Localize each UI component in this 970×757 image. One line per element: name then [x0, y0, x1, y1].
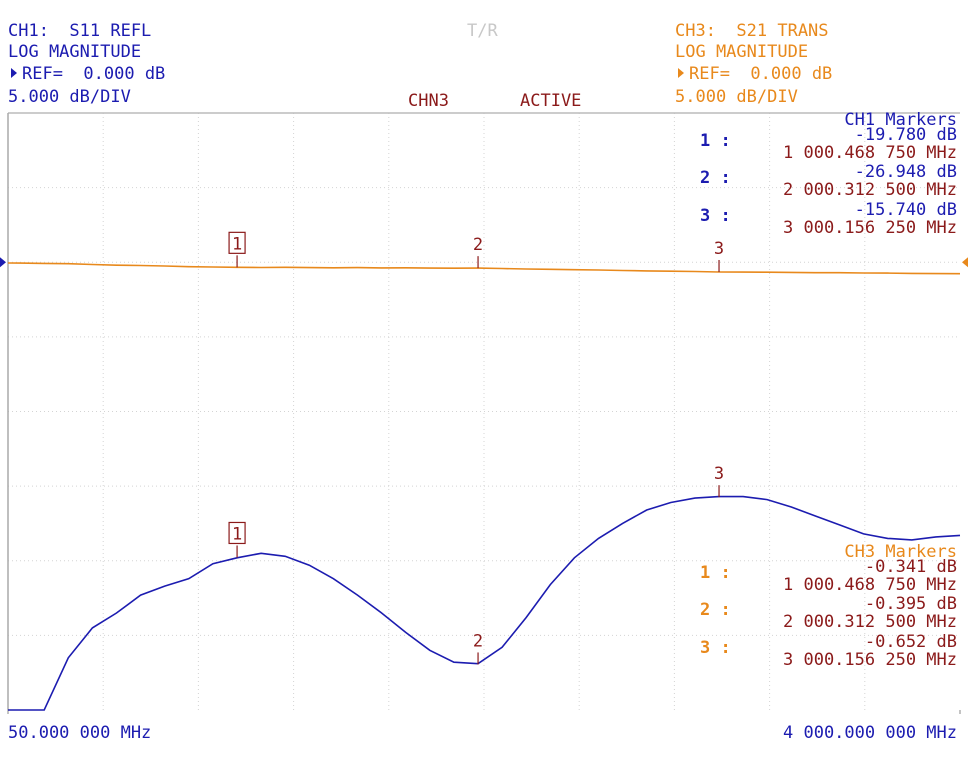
x-start-label: 50.000 000 MHz: [8, 723, 151, 743]
channel-scale: 5.000 dB/DIV: [8, 87, 131, 107]
marker-freq: 3 000.156 250 MHz: [783, 650, 957, 670]
channel-name: CH1: S11 REFL: [8, 21, 151, 41]
ref-arrow-icon: [678, 68, 684, 78]
marker-tag: 2: [473, 235, 483, 255]
marker-freq: 2 000.312 500 MHz: [783, 180, 957, 200]
channel-ref: REF= 0.000 dB: [22, 64, 165, 84]
marker-value: -19.780 dB: [855, 125, 957, 145]
marker-tag: 1: [232, 234, 242, 254]
channel-ref: REF= 0.000 dB: [689, 64, 832, 84]
marker-table-title: CH3 Markers: [844, 542, 957, 562]
active-marker-box: [228, 521, 246, 545]
ref-level-marker: [962, 257, 968, 268]
ref-level-marker: [0, 257, 6, 268]
marker-id: 2 :: [700, 168, 731, 188]
marker-id: 1 :: [700, 563, 731, 583]
channel-format: LOG MAGNITUDE: [675, 42, 808, 62]
marker-freq: 2 000.312 500 MHz: [783, 612, 957, 632]
marker-tag: 3: [714, 239, 724, 259]
marker-value: -26.948 dB: [855, 162, 957, 182]
channel-format: LOG MAGNITUDE: [8, 42, 141, 62]
x-stop-label: 4 000.000 000 MHz: [783, 723, 957, 743]
marker-freq: 1 000.468 750 MHz: [783, 575, 957, 595]
active-marker-box: [228, 231, 246, 254]
marker-tag: 1: [232, 524, 242, 544]
channel-name: CH3: S21 TRANS: [675, 21, 829, 41]
marker-id: 2 :: [700, 600, 731, 620]
marker-value: -15.740 dB: [855, 200, 957, 220]
marker-value: -0.341 dB: [865, 557, 957, 577]
marker-table-title: CH1 Markers: [844, 110, 957, 130]
marker-value: -0.652 dB: [865, 632, 957, 652]
status-channel: CHN3: [408, 91, 449, 111]
marker-freq: 3 000.156 250 MHz: [783, 218, 957, 238]
marker-tag: 2: [473, 631, 483, 651]
marker-id: 1 :: [700, 131, 731, 151]
marker-tag: 3: [714, 464, 724, 484]
marker-value: -0.395 dB: [865, 594, 957, 614]
marker-freq: 1 000.468 750 MHz: [783, 143, 957, 163]
graticule: [8, 113, 960, 710]
channel-scale: 5.000 dB/DIV: [675, 87, 798, 107]
status-active: ACTIVE: [520, 91, 581, 111]
ref-arrow-icon: [11, 68, 17, 78]
center-label: T/R: [467, 21, 498, 41]
marker-id: 3 :: [700, 206, 731, 226]
marker-id: 3 :: [700, 638, 731, 658]
